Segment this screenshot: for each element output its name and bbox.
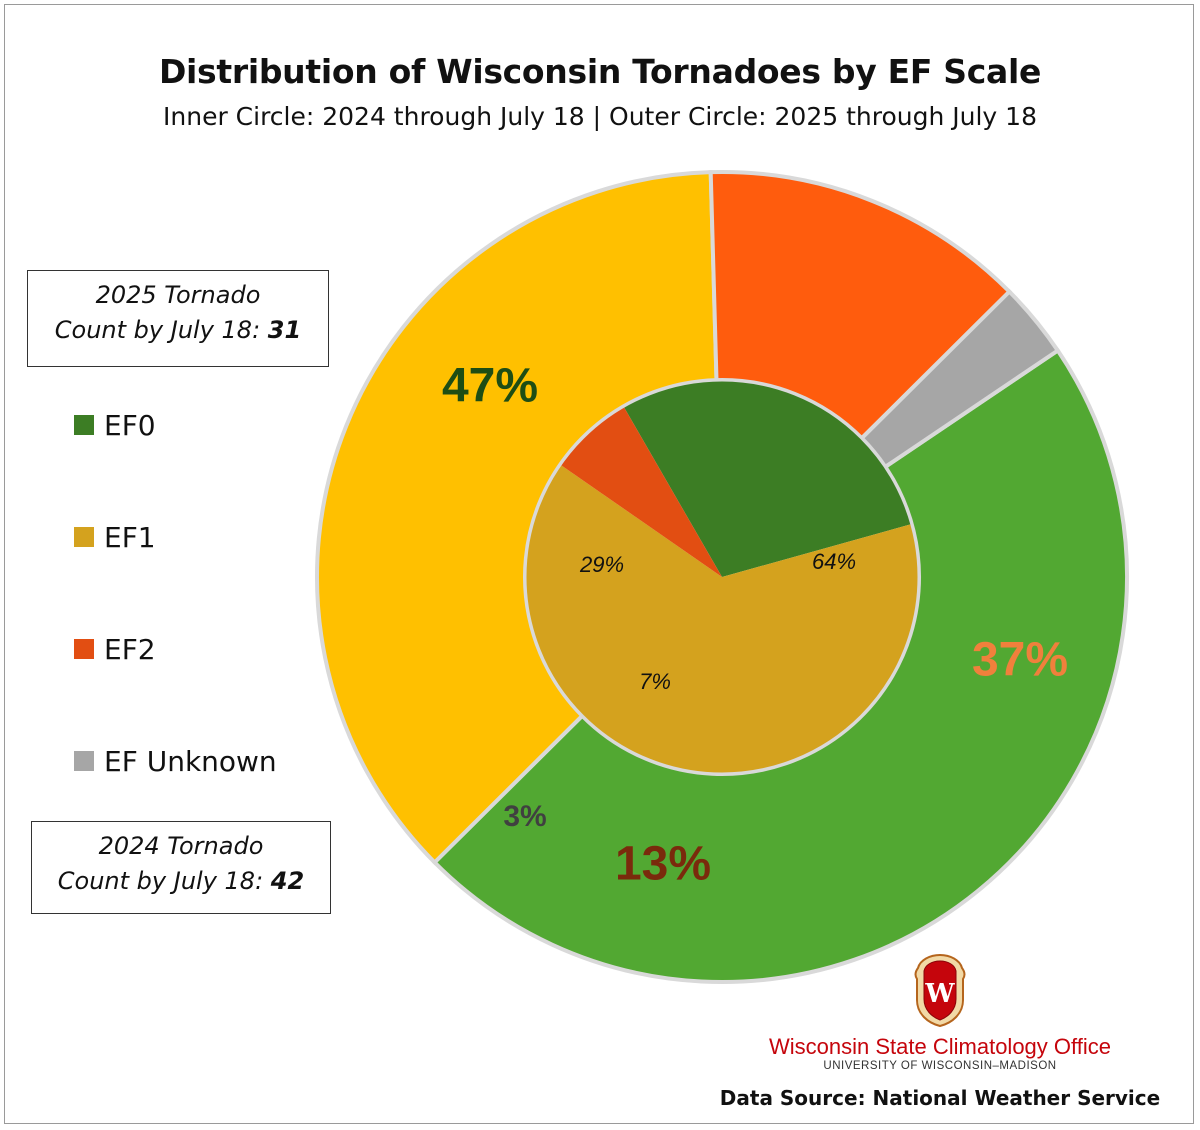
legend-item-ef0: EF0 xyxy=(74,408,156,442)
inner-circle-outline xyxy=(523,378,921,776)
chart-title: Distribution of Wisconsin Tornadoes by E… xyxy=(158,52,1042,91)
legend-label-ef1: EF1 xyxy=(104,520,156,554)
crest-letter: W xyxy=(924,979,955,1009)
legend-swatch-ef-unknown xyxy=(74,751,94,771)
inner-slice-ef0 xyxy=(623,380,912,577)
count-2025-line1: 2025 Tornado xyxy=(95,281,261,309)
legend-swatch-ef1 xyxy=(74,527,94,547)
inner-slice-ef2 xyxy=(560,406,722,577)
count-2024-prefix: Count by July 18: xyxy=(57,867,271,895)
legend-item-ef-unknown: EF Unknown xyxy=(74,744,277,778)
outer-label-ef1: 37% xyxy=(972,634,1068,687)
data-source: Data Source: National Weather Service xyxy=(719,1086,1161,1110)
legend-swatch-ef2 xyxy=(74,639,94,659)
inner-label-ef0: 29% xyxy=(579,552,624,577)
count-2024-value: 42 xyxy=(270,867,305,895)
organization-name: Wisconsin State Climatology Office xyxy=(769,1034,1111,1059)
count-2024-line2: Count by July 18: 42 xyxy=(32,864,330,899)
legend-label-ef-unknown: EF Unknown xyxy=(104,744,277,778)
uw-crest-icon: W xyxy=(914,953,966,1028)
count-2025-line2: Count by July 18: 31 xyxy=(28,313,328,348)
inner-label-ef1: 64% xyxy=(812,549,856,574)
outer-label-ef-unknown: 3% xyxy=(503,800,546,833)
legend-label-ef2: EF2 xyxy=(104,632,156,666)
count-box-2025: 2025 Tornado Count by July 18: 31 xyxy=(27,270,329,367)
legend-item-ef2: EF2 xyxy=(74,632,156,666)
count-2024-line1: 2024 Tornado xyxy=(98,832,264,860)
legend-item-ef1: EF1 xyxy=(74,520,156,554)
count-box-2024: 2024 Tornado Count by July 18: 42 xyxy=(31,821,331,914)
chart-subtitle: Inner Circle: 2024 through July 18 | Out… xyxy=(163,102,1037,131)
university-name: UNIVERSITY OF WISCONSIN–MADISON xyxy=(823,1060,1057,1072)
outer-label-ef0: 47% xyxy=(442,360,538,413)
count-2025-value: 31 xyxy=(267,316,302,344)
inner-slice-ef1 xyxy=(525,464,919,774)
legend-swatch-ef0 xyxy=(74,415,94,435)
outer-label-ef2: 13% xyxy=(615,838,711,891)
logo: W xyxy=(760,952,1120,1032)
legend-label-ef0: EF0 xyxy=(104,408,156,442)
inner-label-ef2: 7% xyxy=(639,669,671,694)
count-2025-prefix: Count by July 18: xyxy=(54,316,268,344)
